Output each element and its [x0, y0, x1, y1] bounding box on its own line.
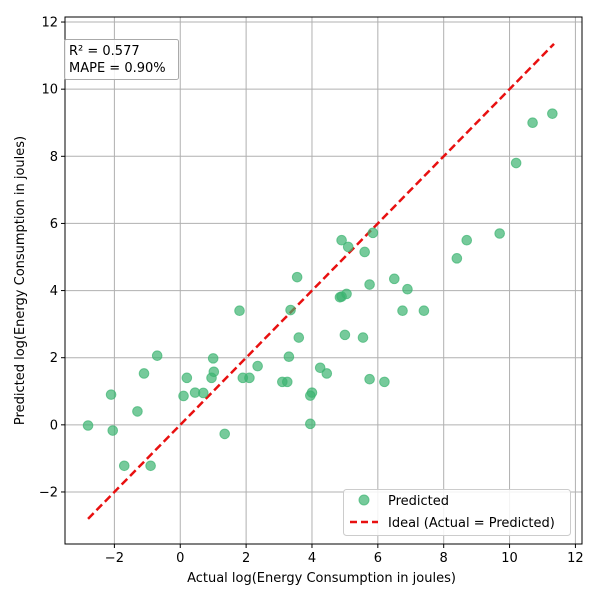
scatter-point [118, 460, 130, 472]
scatter-point [461, 234, 473, 246]
scatter-point [339, 329, 351, 341]
x-axis-label: Actual log(Energy Consumption in joules) [187, 571, 456, 586]
scatter-point [219, 428, 231, 440]
x-axis-ticks: −2 0 2 4 6 8 10 12 [105, 544, 584, 566]
x-tick-label: 0 [176, 551, 184, 566]
scatter-point [359, 246, 370, 258]
scatter-point [252, 360, 263, 372]
metrics-annotation: R² = 0.577 MAPE = 0.90% [64, 39, 179, 80]
y-tick-label: 0 [50, 418, 58, 433]
scatter-point [305, 418, 316, 430]
x-tick-label: −2 [105, 551, 124, 566]
scatter-point [342, 241, 354, 253]
scatter-point [293, 332, 305, 343]
y-axis-label: Predicted log(Energy Consumption in joul… [13, 136, 28, 425]
mape-text: MAPE = 0.90% [69, 61, 166, 76]
x-tick-label: 4 [308, 551, 316, 566]
scatter-point [82, 420, 94, 431]
scatter-point [418, 305, 430, 317]
legend: Predicted Ideal (Actual = Predicted) [343, 489, 571, 536]
scatter-point [357, 332, 369, 343]
scatter-point [151, 350, 163, 361]
scatter-point [234, 305, 245, 317]
scatter-point [367, 227, 379, 239]
scatter-point [397, 305, 408, 317]
legend-label-predicted: Predicted [388, 494, 449, 509]
scatter-point [207, 353, 219, 364]
scatter-point [198, 387, 209, 399]
scatter-point [510, 157, 522, 169]
scatter-point [388, 273, 400, 285]
x-tick-label: 8 [440, 551, 448, 566]
scatter-point [181, 372, 193, 384]
scatter-point [105, 389, 117, 400]
scatter-point [132, 406, 143, 417]
scatter-point [306, 387, 318, 398]
r-squared-text: R² = 0.577 [69, 44, 140, 59]
metrics-annotation-box [64, 39, 179, 80]
y-tick-label: 10 [41, 83, 58, 98]
scatter-point [291, 271, 303, 283]
scatter-point [451, 253, 463, 264]
y-tick-label: 6 [50, 217, 58, 232]
legend-box [343, 489, 571, 536]
points-layer [82, 108, 558, 472]
scatter-point [208, 366, 220, 378]
ideal-line-layer [87, 42, 555, 520]
y-tick-label: 12 [41, 16, 58, 31]
scatter-point [379, 376, 390, 388]
x-tick-label: 10 [501, 551, 518, 566]
ideal-line [87, 42, 555, 520]
scatter-point [107, 425, 119, 436]
scatter-point [145, 460, 156, 472]
scatter-point [364, 373, 375, 385]
x-tick-label: 12 [567, 551, 584, 566]
scatter-point [244, 372, 255, 384]
scatter-point [341, 288, 352, 300]
scatter-point [364, 279, 375, 290]
scatter-point [527, 117, 538, 129]
scatter-point [138, 368, 150, 379]
scatter-point [402, 283, 413, 295]
scatter-point [285, 304, 296, 316]
legend-marker-predicted [358, 494, 370, 506]
plot-frame [64, 16, 583, 545]
y-tick-label: −2 [39, 485, 58, 500]
y-tick-label: 4 [50, 284, 58, 299]
y-tick-label: 8 [50, 150, 58, 165]
scatter-point [314, 362, 326, 374]
scatter-point [336, 234, 347, 246]
x-tick-label: 2 [242, 551, 250, 566]
y-tick-label: 2 [50, 351, 58, 366]
scatter-point [547, 108, 558, 119]
y-axis-ticks: −2 0 2 4 6 8 10 12 [39, 16, 65, 500]
scatter-point [321, 368, 333, 379]
legend-label-ideal: Ideal (Actual = Predicted) [388, 516, 555, 531]
scatter-point [281, 376, 293, 388]
scatter-point [178, 390, 189, 402]
grid [65, 17, 582, 544]
scatter-point [494, 228, 505, 239]
x-tick-label: 6 [374, 551, 382, 566]
scatter-point [283, 351, 295, 362]
